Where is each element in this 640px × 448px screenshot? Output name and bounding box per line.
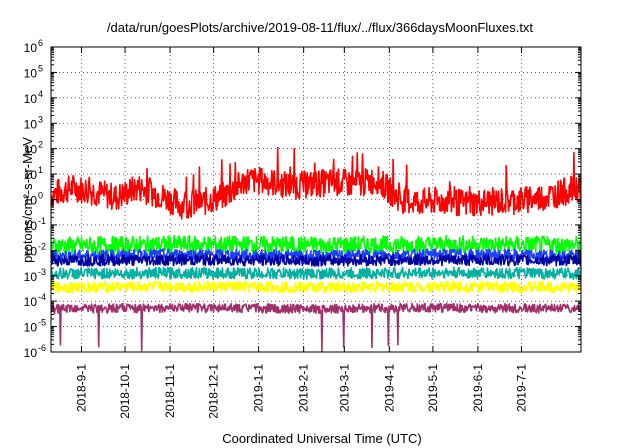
y-tick-base: 10 bbox=[24, 219, 38, 233]
series-group bbox=[51, 146, 581, 352]
y-tick-label: 10 bbox=[24, 41, 38, 55]
series-line bbox=[51, 253, 581, 267]
x-tick-label: 2018-11-1 bbox=[163, 364, 177, 418]
y-tick-exponent: -6 bbox=[38, 343, 46, 353]
y-tick-exponent: 3 bbox=[38, 114, 43, 124]
y-tick-base: 10 bbox=[24, 244, 38, 258]
y-tick-label: 10 bbox=[24, 92, 38, 106]
y-tick-base: 10 bbox=[24, 143, 38, 157]
y-tick-label: 10 bbox=[24, 244, 38, 258]
y-tick-exponent: -1 bbox=[38, 216, 46, 226]
y-tick-base: 10 bbox=[24, 66, 38, 80]
chart-title: /data/run/goesPlots/archive/2019-08-11/f… bbox=[107, 20, 533, 35]
y-tick-exponent: -5 bbox=[38, 318, 46, 328]
y-tick-base: 10 bbox=[24, 270, 38, 284]
y-tick-exponent: 5 bbox=[38, 63, 43, 73]
y-tick-label: 10 bbox=[24, 143, 38, 157]
series-line bbox=[51, 302, 581, 352]
y-tick-base: 10 bbox=[24, 295, 38, 309]
y-tick-exponent: 6 bbox=[38, 38, 43, 48]
y-tick-base: 10 bbox=[24, 194, 38, 208]
y-tick-exponent: 2 bbox=[38, 140, 43, 150]
y-axis-ticks: 10 -610 -510 -410 -310 -210 -110 010 110 210 310 41… bbox=[24, 38, 581, 360]
y-tick-exponent: -4 bbox=[38, 292, 46, 302]
y-tick-base: 10 bbox=[24, 321, 38, 335]
y-tick-exponent: 4 bbox=[38, 89, 43, 99]
y-tick-exponent: 1 bbox=[38, 165, 43, 175]
y-axis-label: protons/cm²-s-sr-MeV bbox=[20, 137, 35, 263]
y-tick-exponent: -2 bbox=[38, 241, 46, 251]
y-tick-label: 10 bbox=[24, 295, 38, 309]
y-tick-label: 10 bbox=[24, 117, 38, 131]
x-tick-label: 2019-5-1 bbox=[426, 364, 440, 412]
y-tick-label: 10 bbox=[24, 270, 38, 284]
series-line bbox=[51, 146, 581, 220]
y-tick-label: 10 bbox=[24, 321, 38, 335]
series-line bbox=[51, 266, 581, 281]
y-tick-label: 10 bbox=[24, 194, 38, 208]
x-tick-label: 2019-4-1 bbox=[382, 364, 396, 412]
series-line bbox=[51, 280, 581, 294]
y-tick-label: 10 bbox=[24, 219, 38, 233]
series-line bbox=[51, 234, 581, 256]
y-tick-exponent: -3 bbox=[38, 267, 46, 277]
x-tick-label: 2019-1-1 bbox=[252, 364, 266, 412]
y-tick-label: 10 bbox=[24, 346, 38, 360]
x-tick-label: 2018-10-1 bbox=[118, 364, 132, 419]
y-tick-base: 10 bbox=[24, 41, 38, 55]
x-tick-label: 2019-3-1 bbox=[337, 364, 351, 412]
series-line bbox=[51, 248, 581, 263]
x-tick-label: 2019-6-1 bbox=[471, 364, 485, 412]
x-tick-label: 2019-7-1 bbox=[514, 364, 528, 412]
x-axis-label: Coordinated Universal Time (UTC) bbox=[222, 431, 421, 446]
y-tick-base: 10 bbox=[24, 92, 38, 106]
x-tick-label: 2018-9-1 bbox=[74, 364, 88, 412]
y-tick-label: 10 bbox=[24, 66, 38, 80]
y-tick-base: 10 bbox=[24, 117, 38, 131]
x-axis-ticks: 2018-9-1 2018-10-1 2018-11-1 2018-12-1 2019-… bbox=[74, 47, 528, 419]
y-tick-label: 10 bbox=[24, 168, 38, 182]
y-tick-base: 10 bbox=[24, 346, 38, 360]
y-tick-base: 10 bbox=[24, 168, 38, 182]
y-tick-exponent: 0 bbox=[38, 191, 43, 201]
x-tick-label: 2018-12-1 bbox=[207, 364, 221, 419]
x-tick-label: 2019-2-1 bbox=[297, 364, 311, 412]
